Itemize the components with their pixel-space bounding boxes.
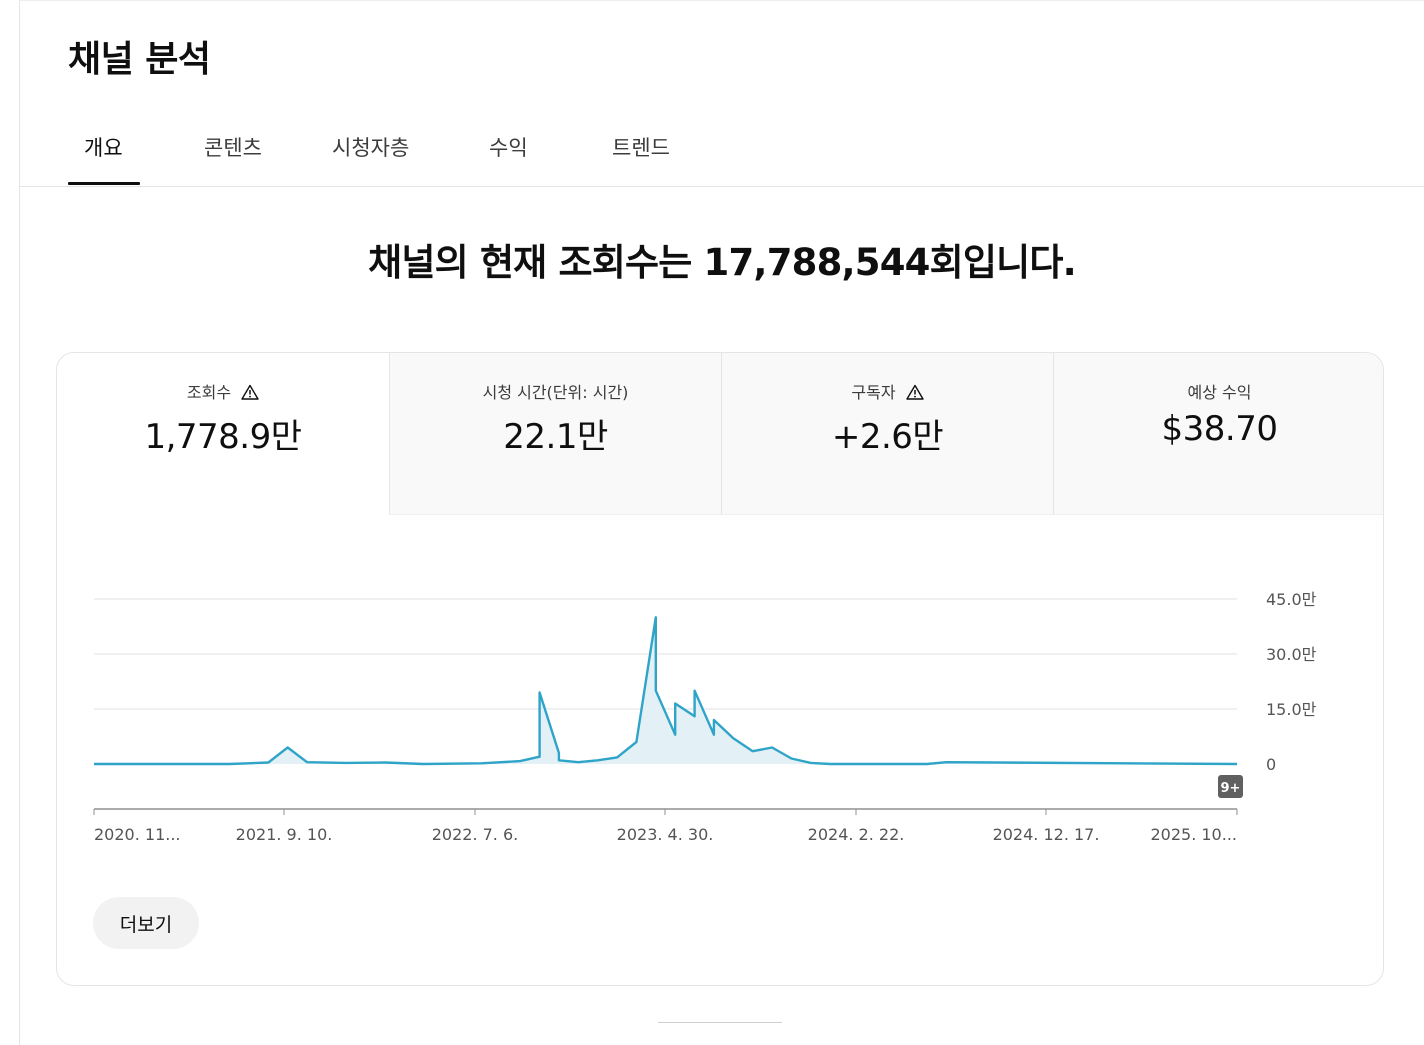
page-title: 채널 분석	[68, 39, 211, 80]
tab-trends[interactable]: 트렌드	[612, 136, 670, 160]
x-tick-label: 2020. 11...	[94, 825, 181, 844]
tab-revenue[interactable]: 수익	[489, 136, 528, 160]
more-button[interactable]: 더보기	[93, 897, 199, 949]
warning-icon	[905, 384, 924, 400]
tabs-divider	[19, 186, 1424, 187]
metric-revenue[interactable]: 예상 수익 $38.70	[1053, 353, 1383, 515]
x-tick-label: 2022. 7. 6.	[432, 825, 519, 844]
y-tick-label: 0	[1266, 755, 1276, 774]
x-tick-label: 2024. 12. 17.	[993, 825, 1100, 844]
tab-content[interactable]: 콘텐츠	[204, 136, 262, 160]
tab-audience[interactable]: 시청자층	[332, 136, 410, 160]
metric-watch-time[interactable]: 시청 시간(단위: 시간) 22.1만	[389, 353, 721, 515]
y-tick-label: 45.0만	[1266, 590, 1317, 609]
metric-views-value: 1,778.9만	[144, 417, 302, 457]
bottom-divider	[658, 1022, 782, 1023]
x-tick-label: 2021. 9. 10.	[236, 825, 333, 844]
page-top-border	[19, 0, 1424, 1]
chart-gridlines	[94, 598, 1237, 710]
y-tick-label: 15.0만	[1266, 700, 1317, 719]
metric-subscribers-value: +2.6만	[831, 417, 944, 457]
metric-views-label: 조회수	[186, 383, 232, 402]
views-headline: 채널의 현재 조회수는 17,788,544회입니다.	[368, 241, 1077, 284]
x-tick-label: 2024. 2. 22.	[808, 825, 905, 844]
x-tick-label: 2025. 10...	[1150, 825, 1237, 844]
active-tab-indicator	[68, 182, 140, 185]
metric-revenue-value: $38.70	[1161, 409, 1278, 449]
warning-icon	[241, 384, 259, 400]
metric-subscribers[interactable]: 구독자 +2.6만	[721, 353, 1053, 515]
badge-label: 9+	[1221, 781, 1241, 796]
badge-background	[1218, 775, 1243, 798]
y-tick-label: 30.0만	[1266, 645, 1317, 664]
metric-watch-time-label: 시청 시간(단위: 시간)	[482, 383, 629, 402]
more-annotations-badge: 9+	[1218, 775, 1243, 798]
analytics-card: 조회수 1,778.9만 시청 시간(단위: 시간) 22.1만 구독자 +2.…	[56, 352, 1384, 986]
x-tick-label: 2023. 4. 30.	[617, 825, 714, 844]
y-axis-ticks: 0 15.0만 30.0만 45.0만	[1266, 590, 1317, 774]
metric-views[interactable]: 조회수 1,778.9만	[57, 353, 389, 515]
chart-series-line	[94, 616, 1238, 766]
metric-subscribers-label: 구독자	[851, 383, 896, 402]
metric-watch-time-value: 22.1만	[503, 417, 608, 457]
x-axis: 2020. 11... 2021. 9. 10. 2022. 7. 6. 2023. …	[93, 808, 1238, 844]
metric-revenue-label: 예상 수익	[1187, 383, 1252, 402]
page-left-border	[19, 0, 20, 1045]
chart-series-area	[94, 617, 1237, 764]
tab-overview[interactable]: 개요	[84, 136, 123, 160]
views-line-chart[interactable]: 0 15.0만 30.0만 45.0만 2020. 11... 2021. 9. 10.…	[57, 515, 1384, 895]
